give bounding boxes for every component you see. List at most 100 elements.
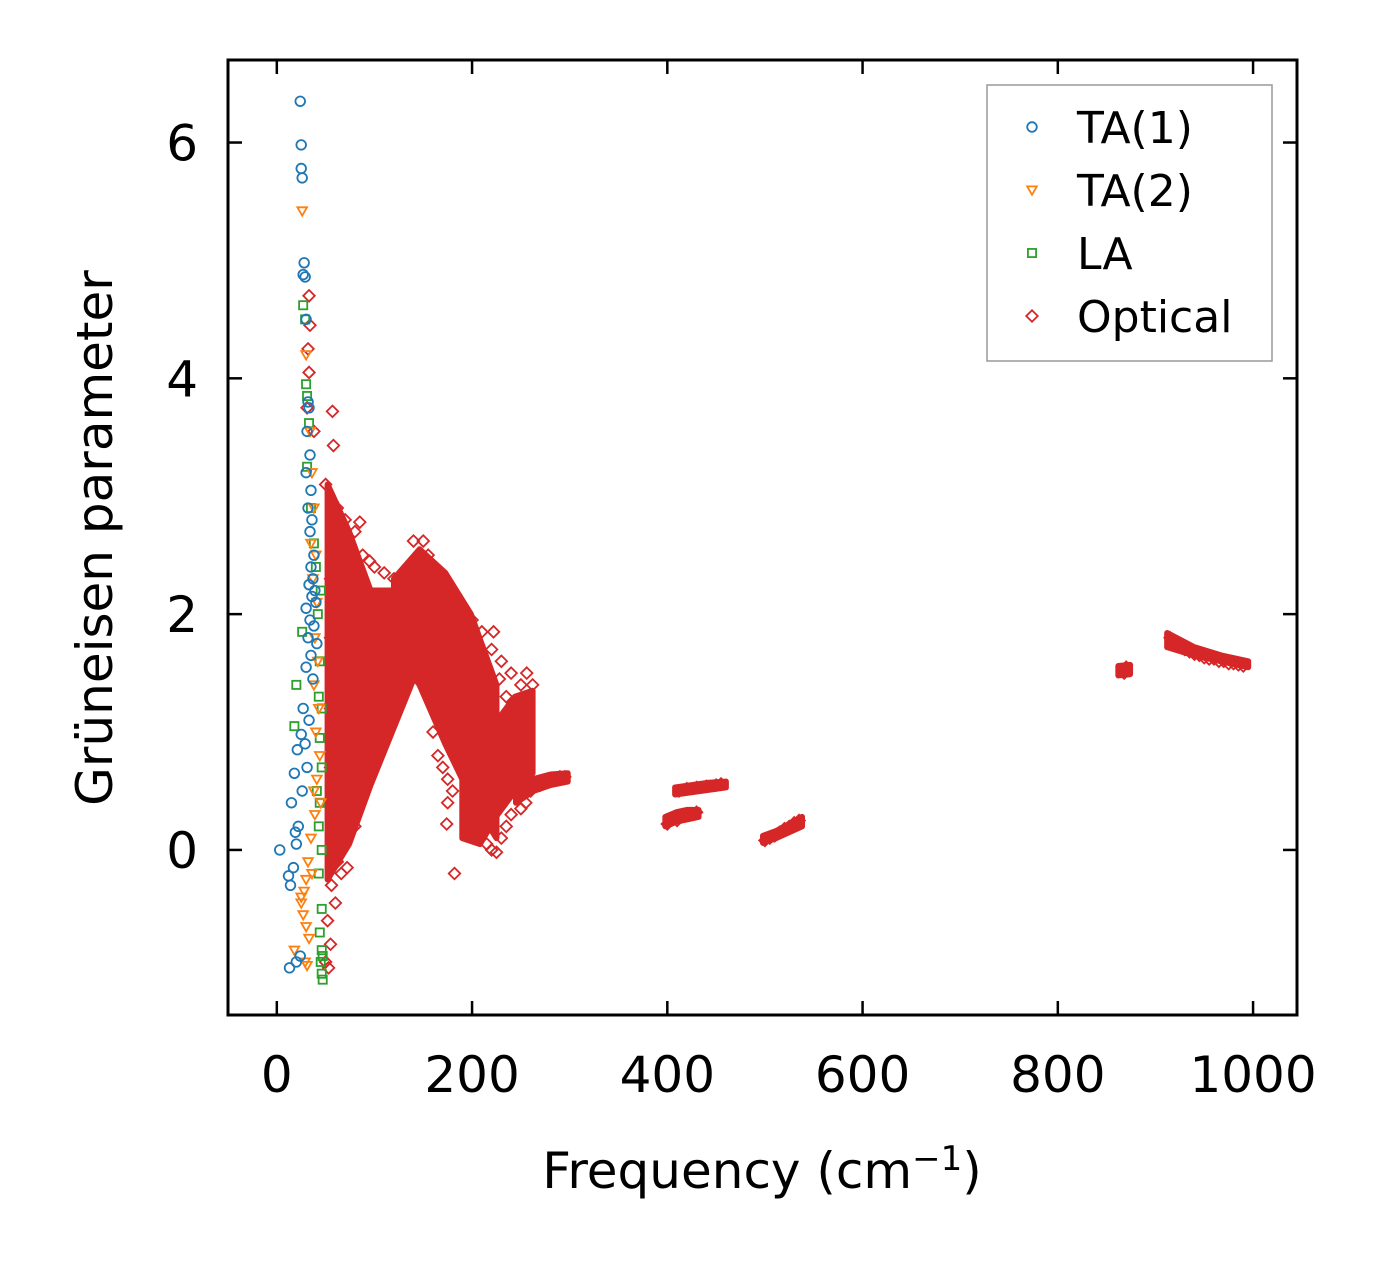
optical-point [445,730,460,745]
la-point [314,927,325,938]
x-axis-label: Frequency (cm−1) [542,1139,982,1200]
optical-point [484,642,499,657]
ta-1-point [303,402,315,414]
optical-point [671,783,687,799]
ta-1-point [284,879,297,892]
la-point [301,379,312,390]
optical-point [494,831,509,846]
optical-point [338,642,353,657]
ta-1-point [288,767,301,780]
ta-1-point [305,649,317,662]
optical-point [367,559,382,575]
optical-point [377,677,392,692]
ta-1-point [300,313,312,326]
ta-1-point [298,257,310,269]
optical-point [519,666,534,681]
optical-point [386,666,401,681]
optical-point [689,805,704,820]
ta-1-point [311,637,323,650]
ta-2-point [310,774,324,786]
ta-1-point [294,95,306,107]
ta-1-point [304,449,316,461]
optical-point [552,769,567,784]
optical-point [508,748,524,763]
optical-point [357,713,372,728]
optical-point [347,819,362,834]
optical-point [435,612,450,628]
optical-point [416,666,431,681]
ta-1-point [295,139,307,151]
la-point [316,844,327,855]
optical-point [525,677,540,692]
optical-point [328,595,343,610]
legend-marker-ta-1 [1026,121,1038,133]
optical-point [323,571,338,586]
optical-point [435,760,450,775]
optical-point [1221,656,1236,671]
ta-1-point [305,561,317,573]
ta-1-point [307,673,319,685]
legend-marker-ta-2 [1025,185,1039,197]
ta-2-point [299,350,313,362]
optical-point [513,701,528,716]
legend: TA(1) TA(2) LA Optical [986,84,1273,362]
optical-point [1211,654,1226,669]
optical-point [416,534,431,549]
optical-point [513,772,528,787]
ta-2-point [305,468,319,480]
la-point [317,951,328,962]
optical-point [494,713,509,728]
optical-point [465,801,480,816]
ta-1-point [285,797,298,809]
optical-point [460,789,475,804]
ta-1-point [300,661,312,673]
optical-point [377,565,392,580]
optical-point [447,866,462,881]
ta-1-point [309,584,321,597]
ta-2-point [305,869,319,881]
ta-1-point [305,484,317,497]
optical-point [782,819,797,834]
ta-2-point [297,886,311,898]
la-point [316,968,327,979]
optical-point [325,404,340,419]
optical-point [484,754,499,769]
ta-2-point [304,538,318,551]
optical-point [326,438,341,453]
ta-2-point [299,874,313,887]
x-tick-label: 800 [1010,1046,1105,1104]
optical-point [440,772,455,787]
optical-point [465,666,480,681]
ta-1-point [304,525,316,538]
optical-point [323,630,338,645]
la-point [298,300,309,311]
optical-point [465,719,480,734]
la-point [289,721,300,732]
optical-point [465,612,480,628]
optical-point [357,583,372,598]
ta-1-point [296,785,308,797]
optical-point [455,648,470,663]
ta-1-point [300,602,312,614]
optical-point [333,666,348,681]
optical-point [489,845,504,860]
optical-point [435,713,450,728]
ta-2-point [299,922,313,934]
optical-point [494,760,509,775]
optical-point [301,288,317,303]
optical-point [445,783,460,799]
optical-point [484,701,499,716]
optical-point [367,689,382,704]
optical-point [533,778,548,793]
optical-point [396,583,411,598]
optical-point [342,689,358,704]
optical-point [406,534,421,549]
optical-point [762,831,777,846]
optical-point [476,783,491,799]
optical-point [504,725,519,740]
x-tick-label: 600 [815,1046,910,1104]
optical-point [320,913,335,928]
ta-2-point [294,898,308,910]
optical-point [486,624,501,639]
ta-1-point [299,738,311,750]
